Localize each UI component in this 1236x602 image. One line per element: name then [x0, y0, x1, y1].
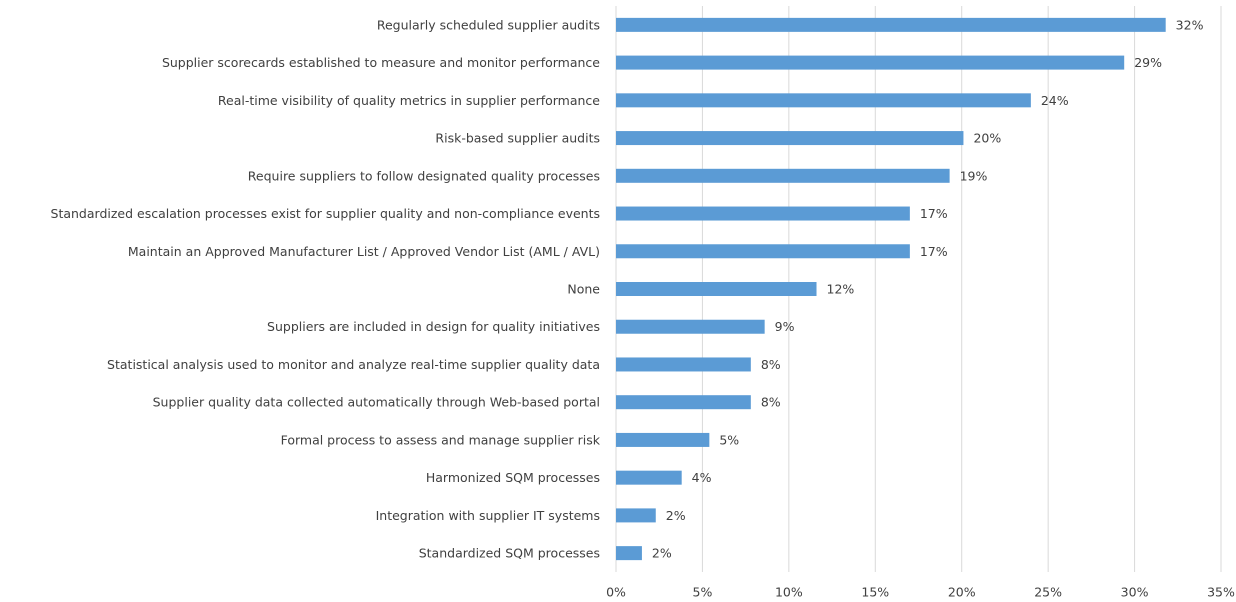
category-label: Regularly scheduled supplier audits — [377, 17, 600, 32]
x-tick-label: 0% — [606, 585, 626, 600]
x-tick-label: 25% — [1034, 585, 1062, 600]
bar — [616, 168, 950, 183]
bar — [616, 470, 682, 485]
value-label: 32% — [1176, 17, 1204, 32]
value-label: 29% — [1134, 55, 1162, 70]
bar — [616, 319, 765, 334]
bar — [616, 93, 1031, 108]
value-label: 9% — [775, 319, 795, 334]
x-tick-label: 15% — [861, 585, 889, 600]
category-label: Harmonized SQM processes — [426, 470, 600, 485]
bar — [616, 357, 751, 372]
value-label: 20% — [973, 131, 1001, 146]
value-label: 24% — [1041, 93, 1069, 108]
category-label: Standardized SQM processes — [419, 546, 600, 561]
category-label: Standardized escalation processes exist … — [51, 206, 600, 221]
value-label: 17% — [920, 206, 948, 221]
category-label: Suppliers are included in design for qua… — [267, 319, 600, 334]
bar — [616, 55, 1125, 70]
x-tick-label: 35% — [1207, 585, 1235, 600]
category-label: Integration with supplier IT systems — [376, 508, 600, 523]
value-label: 5% — [719, 432, 739, 447]
category-label: Formal process to assess and manage supp… — [281, 432, 601, 447]
x-tick-label: 30% — [1121, 585, 1149, 600]
x-tick-label: 5% — [693, 585, 713, 600]
category-label: Statistical analysis used to monitor and… — [107, 357, 600, 372]
bar — [616, 395, 751, 410]
category-label: Supplier scorecards established to measu… — [162, 55, 600, 70]
category-label: Maintain an Approved Manufacturer List /… — [128, 244, 600, 259]
bar — [616, 17, 1166, 32]
bar — [616, 432, 710, 447]
value-label: 8% — [761, 395, 781, 410]
category-label: Require suppliers to follow designated q… — [248, 168, 600, 183]
category-label: Risk-based supplier audits — [435, 131, 600, 146]
category-label: None — [567, 282, 600, 297]
bar — [616, 508, 656, 523]
bar — [616, 546, 642, 561]
x-tick-label: 20% — [948, 585, 976, 600]
value-label: 4% — [692, 470, 712, 485]
value-label: 17% — [920, 244, 948, 259]
value-label: 19% — [960, 168, 988, 183]
bar — [616, 131, 964, 146]
bar — [616, 282, 817, 296]
category-label: Supplier quality data collected automati… — [153, 395, 600, 410]
x-tick-label: 10% — [775, 585, 803, 600]
value-label: 2% — [666, 508, 686, 523]
value-label: 12% — [827, 282, 855, 297]
category-label: Real-time visibility of quality metrics … — [218, 93, 600, 108]
bar — [616, 206, 910, 221]
value-label: 8% — [761, 357, 781, 372]
value-label: 2% — [652, 546, 672, 561]
bar — [616, 244, 910, 259]
